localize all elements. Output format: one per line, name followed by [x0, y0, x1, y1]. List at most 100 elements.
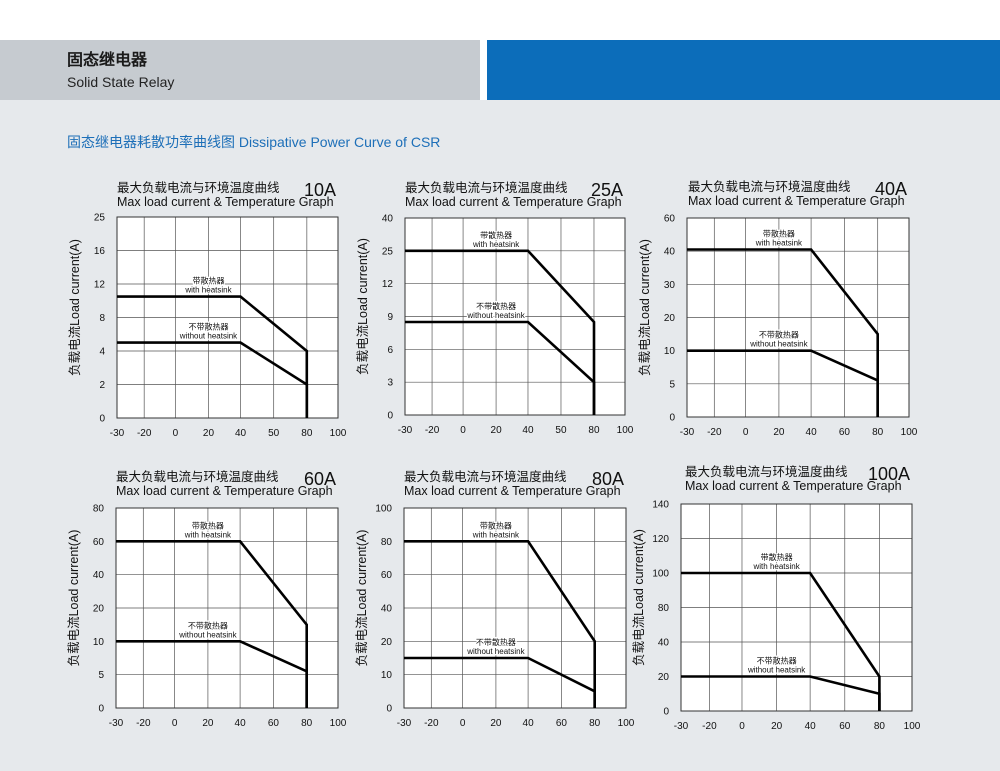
chart-rating: 60A — [304, 469, 336, 489]
x-tick-label: -20 — [136, 718, 151, 729]
header-title-cn: 固态继电器 — [67, 50, 148, 69]
y-tick-label: 80 — [658, 603, 670, 614]
y-tick-label: 60 — [664, 214, 676, 225]
series-label-en: without heatsink — [747, 666, 806, 675]
y-tick-label: 100 — [375, 504, 392, 515]
y-tick-label: 3 — [387, 378, 393, 389]
chart-subtitle: Max load current & Temperature Graph — [688, 194, 905, 208]
y-tick-label: 16 — [94, 246, 106, 257]
section-title: 固态继电器耗散功率曲线图 Dissipative Power Curve of … — [67, 134, 441, 150]
x-tick-label: -20 — [137, 428, 152, 439]
x-tick-label: 40 — [522, 425, 534, 436]
y-tick-label: 40 — [658, 638, 670, 649]
y-tick-label: 60 — [381, 570, 393, 581]
y-tick-label: 20 — [664, 313, 676, 324]
y-tick-label: 40 — [381, 604, 393, 615]
y-tick-label: 20 — [658, 672, 670, 683]
x-tick-label: -30 — [110, 428, 125, 439]
series-label-cn: 带散热器 — [761, 552, 793, 562]
y-tick-label: 40 — [93, 570, 105, 581]
x-tick-label: 80 — [301, 428, 313, 439]
x-tick-label: -20 — [425, 425, 440, 436]
x-tick-label: 60 — [268, 718, 280, 729]
series-label-cn: 带散热器 — [192, 276, 224, 286]
x-tick-label: 40 — [523, 718, 535, 729]
x-tick-label: 100 — [904, 721, 921, 732]
chart-title: 最大负载电流与环境温度曲线 — [116, 469, 279, 484]
x-tick-label: -30 — [674, 721, 689, 732]
y-tick-label: 5 — [98, 670, 104, 681]
series-label-cn: 不带散热器 — [476, 637, 516, 647]
y-tick-label: 12 — [94, 280, 106, 291]
series-line-without-heatsink — [687, 349, 880, 417]
series-label-cn: 不带散热器 — [757, 656, 797, 666]
plot-border — [404, 217, 626, 416]
series-line-with-heatsink — [116, 539, 309, 708]
series-line-without-heatsink — [117, 341, 309, 418]
x-tick-label: -20 — [424, 718, 439, 729]
y-tick-label: 20 — [381, 637, 393, 648]
x-tick-label: 100 — [330, 428, 347, 439]
y-tick-label: 20 — [93, 604, 105, 615]
x-tick-label: 20 — [771, 721, 783, 732]
x-tick-label: 0 — [739, 721, 745, 732]
series-line-without-heatsink — [681, 675, 881, 711]
series-label-en: without heatsink — [466, 647, 525, 656]
x-tick-label: 100 — [617, 425, 634, 436]
y-tick-label: 30 — [664, 280, 676, 291]
plot-border — [686, 217, 910, 418]
chart-title: 最大负载电流与环境温度曲线 — [404, 469, 567, 484]
x-tick-label: -20 — [702, 721, 717, 732]
y-tick-label: 100 — [652, 569, 669, 580]
x-tick-label: 60 — [839, 721, 851, 732]
y-tick-label: 40 — [382, 214, 394, 225]
chart-subtitle: Max load current & Temperature Graph — [685, 479, 902, 493]
series-label-cn: 不带散热器 — [188, 322, 228, 332]
y-tick-label: 25 — [94, 213, 106, 224]
x-tick-label: 20 — [203, 428, 215, 439]
x-tick-label: 100 — [618, 718, 635, 729]
plot-border — [403, 507, 627, 709]
series-line-without-heatsink — [116, 639, 309, 708]
y-tick-label: 5 — [669, 379, 675, 390]
y-tick-label: 6 — [387, 345, 393, 356]
y-tick-label: 12 — [382, 279, 394, 290]
chart-subtitle: Max load current & Temperature Graph — [117, 195, 334, 209]
series-line-with-heatsink — [687, 248, 880, 417]
series-label-en: without heatsink — [466, 311, 525, 320]
x-tick-label: 60 — [556, 718, 568, 729]
x-tick-label: 0 — [172, 718, 178, 729]
y-tick-label: 9 — [387, 312, 393, 323]
y-tick-label: 0 — [669, 413, 675, 424]
y-tick-label: 0 — [386, 704, 392, 715]
x-tick-label: 40 — [235, 428, 247, 439]
series-label-en: without heatsink — [179, 332, 238, 341]
x-tick-label: 100 — [901, 427, 918, 438]
x-tick-label: 100 — [330, 718, 347, 729]
y-tick-label: 25 — [382, 246, 394, 257]
x-tick-label: 40 — [805, 721, 817, 732]
y-tick-label: 60 — [93, 537, 105, 548]
y-tick-label: 0 — [663, 707, 669, 718]
x-tick-label: 40 — [806, 427, 818, 438]
y-tick-label: 120 — [652, 534, 669, 545]
x-tick-label: 0 — [743, 427, 749, 438]
series-line-with-heatsink — [405, 249, 596, 415]
chart-rating: 10A — [304, 180, 336, 200]
y-axis-label: 负载电流Load current(A) — [355, 530, 369, 667]
x-tick-label: -20 — [707, 427, 722, 438]
y-tick-label: 10 — [93, 637, 105, 648]
series-label-en: with heatsink — [755, 239, 803, 248]
x-tick-label: -30 — [109, 718, 124, 729]
chart-title: 最大负载电流与环境温度曲线 — [405, 180, 568, 195]
series-label-en: with heatsink — [184, 286, 232, 295]
chart-title: 最大负载电流与环境温度曲线 — [117, 180, 280, 195]
header-bar: 固态继电器 Solid State Relay — [0, 40, 480, 100]
y-tick-label: 40 — [664, 247, 676, 258]
x-tick-label: 60 — [839, 427, 851, 438]
